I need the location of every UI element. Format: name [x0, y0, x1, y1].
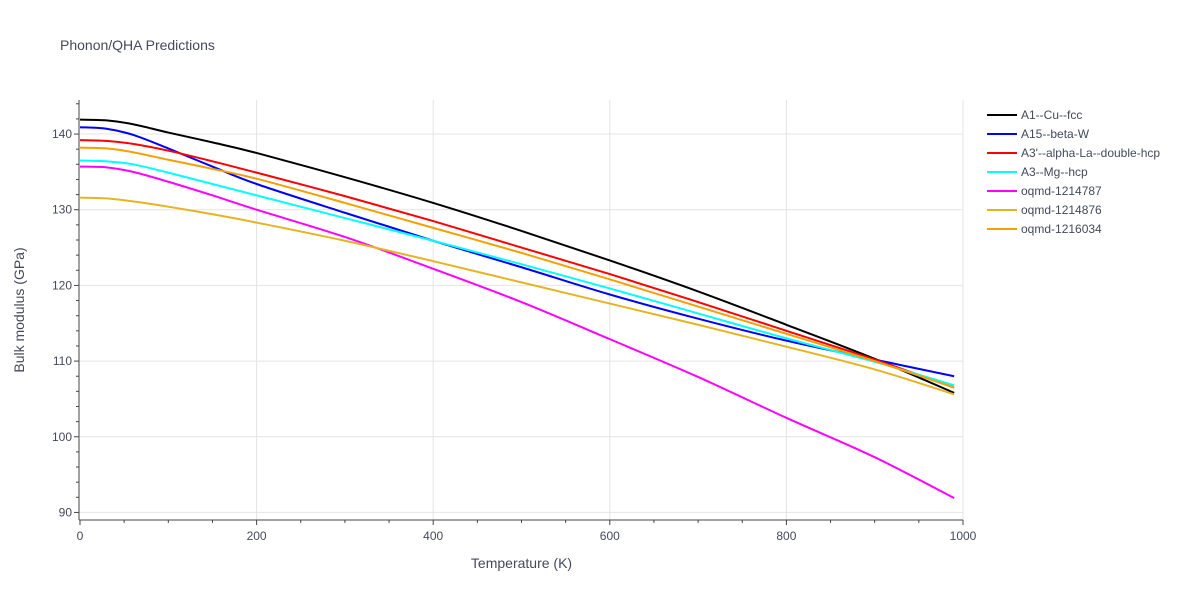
- legend-label: A3--Mg--hcp: [1021, 165, 1088, 179]
- y-tick-label: 90: [59, 505, 73, 519]
- x-tick-label: 800: [776, 529, 796, 543]
- x-tick-label: 1000: [950, 529, 977, 543]
- legend-label: oqmd-1216034: [1021, 222, 1102, 236]
- legend-item[interactable]: A15--beta-W: [987, 127, 1090, 141]
- legend-label: oqmd-1214876: [1021, 203, 1102, 217]
- series-line-4[interactable]: [79, 159, 955, 387]
- series-line-7[interactable]: [79, 146, 955, 389]
- legend-item[interactable]: A3'--alpha-La--double-hcp: [987, 146, 1160, 160]
- x-axis-title: Temperature (K): [471, 555, 572, 571]
- x-tick-label: 0: [77, 529, 84, 543]
- x-tick-label: 200: [247, 529, 267, 543]
- legend-item[interactable]: oqmd-1214876: [987, 203, 1102, 217]
- y-tick-label: 120: [52, 278, 72, 292]
- series-line-6[interactable]: [79, 196, 955, 396]
- series-line-1[interactable]: [79, 118, 955, 394]
- series-lines: [79, 118, 955, 499]
- grid: [80, 100, 964, 520]
- series-line-3[interactable]: [79, 139, 955, 389]
- legend-item[interactable]: A1--Cu--fcc: [987, 108, 1082, 122]
- y-tick-label: 140: [52, 127, 72, 141]
- legend-item[interactable]: oqmd-1216034: [987, 222, 1102, 236]
- legend-label: A3'--alpha-La--double-hcp: [1021, 146, 1160, 160]
- y-axis-title: Bulk modulus (GPa): [11, 247, 27, 372]
- legend[interactable]: A1--Cu--fcc A15--beta-W A3'--alpha-La--dou…: [987, 108, 1160, 236]
- legend-label: A15--beta-W: [1021, 127, 1090, 141]
- legend-label: A1--Cu--fcc: [1021, 108, 1082, 122]
- legend-label: oqmd-1214787: [1021, 184, 1102, 198]
- x-tick-label: 400: [423, 529, 443, 543]
- y-tick-label: 100: [52, 430, 72, 444]
- y-tick-label: 110: [53, 354, 72, 368]
- x-tick-label: 600: [600, 529, 620, 543]
- series-line-5[interactable]: [79, 165, 955, 499]
- legend-item[interactable]: oqmd-1214787: [987, 184, 1102, 198]
- y-tick-label: 130: [52, 203, 72, 217]
- legend-item[interactable]: A3--Mg--hcp: [987, 165, 1088, 179]
- chart-title: Phonon/QHA Predictions: [60, 37, 215, 53]
- axes: 0 200 400 600 800 1000 90 100 110 120 130 140: [52, 100, 977, 543]
